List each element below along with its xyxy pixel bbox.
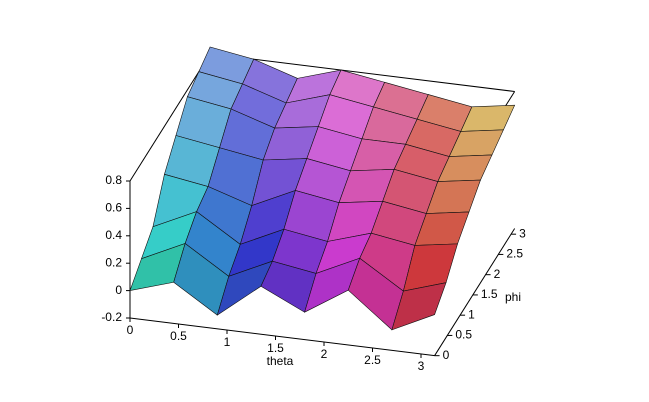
x-axis xyxy=(129,317,435,357)
y-tick-label: 0 xyxy=(443,348,450,362)
y-axis-label: phi xyxy=(505,290,521,304)
x-tick-label: 2.5 xyxy=(364,353,381,367)
box-edge xyxy=(129,53,211,182)
x-tick-label: 3 xyxy=(418,359,425,373)
y-tick-label: 0.5 xyxy=(455,328,472,342)
surface-patch xyxy=(391,282,447,331)
x-tick-label: 2 xyxy=(321,347,328,361)
y-tick-label: 3 xyxy=(519,226,526,240)
y-axis xyxy=(434,228,516,356)
z-tick-label: -0.2 xyxy=(101,310,122,324)
y-tick-label: 2 xyxy=(494,267,501,281)
x-tick-label: 1 xyxy=(224,335,231,349)
x-tick-label: 0.5 xyxy=(170,329,187,343)
y-tick-label: 1.5 xyxy=(481,287,498,301)
y-tick-label: 1 xyxy=(468,307,475,321)
z-tick-label: 0.4 xyxy=(105,228,122,242)
y-tick-label: 2.5 xyxy=(506,247,523,261)
z-tick-label: 0.2 xyxy=(105,255,122,269)
z-tick-label: 0.6 xyxy=(105,201,122,215)
x-axis-label: theta xyxy=(267,354,294,368)
box-edge xyxy=(210,53,515,93)
z-tick-label: 0.8 xyxy=(105,173,122,187)
x-tick-label: 1.5 xyxy=(267,341,284,355)
z-tick-label: 0 xyxy=(115,283,122,297)
x-tick-label: 0 xyxy=(127,323,134,337)
